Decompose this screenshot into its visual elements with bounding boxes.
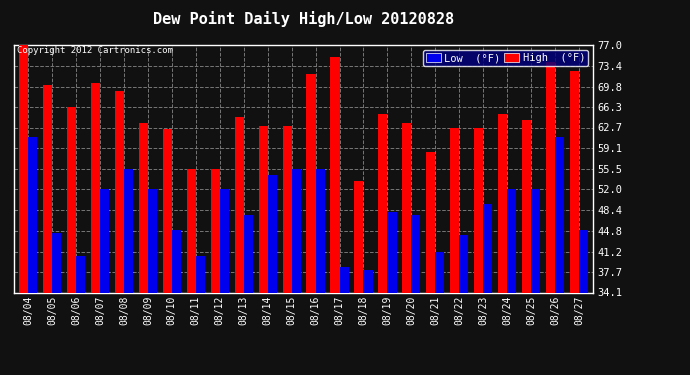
Bar	[483, 204, 493, 375]
Bar	[43, 86, 52, 375]
Bar	[210, 169, 220, 375]
Bar	[315, 169, 325, 375]
Bar	[450, 128, 460, 375]
Bar	[235, 117, 244, 375]
Bar	[331, 57, 339, 375]
Bar	[163, 129, 172, 375]
Bar	[426, 152, 435, 375]
Bar	[196, 256, 205, 375]
Bar	[387, 212, 397, 375]
Bar	[187, 169, 196, 375]
Bar	[220, 189, 229, 375]
Bar	[435, 252, 444, 375]
Bar	[355, 181, 364, 375]
Bar	[172, 230, 181, 375]
Bar	[378, 114, 387, 375]
Bar	[282, 126, 292, 375]
Bar	[52, 232, 61, 375]
Text: Dew Point Daily High/Low 20120828: Dew Point Daily High/Low 20120828	[153, 11, 454, 27]
Bar	[546, 62, 555, 375]
Bar	[67, 107, 76, 375]
Bar	[139, 123, 148, 375]
Bar	[19, 45, 28, 375]
Bar	[124, 169, 133, 375]
Bar	[259, 126, 268, 375]
Bar	[555, 137, 564, 375]
Bar	[498, 114, 507, 375]
Bar	[28, 137, 37, 375]
Bar	[115, 91, 124, 375]
Bar	[570, 71, 579, 375]
Bar	[507, 189, 516, 375]
Bar	[100, 189, 109, 375]
Bar	[531, 189, 540, 375]
Bar	[244, 215, 253, 375]
Bar	[402, 123, 411, 375]
Bar	[148, 189, 157, 375]
Bar	[522, 120, 531, 375]
Bar	[306, 74, 315, 375]
Bar	[76, 256, 85, 375]
Bar	[474, 128, 483, 375]
Bar	[268, 175, 277, 375]
Text: Copyright 2012 Cartronics.com: Copyright 2012 Cartronics.com	[17, 46, 172, 55]
Bar	[91, 82, 100, 375]
Legend: Low  (°F), High  (°F): Low (°F), High (°F)	[422, 50, 588, 66]
Bar	[579, 230, 588, 375]
Bar	[292, 169, 301, 375]
Bar	[339, 267, 348, 375]
Bar	[411, 215, 420, 375]
Bar	[460, 236, 469, 375]
Bar	[364, 270, 373, 375]
